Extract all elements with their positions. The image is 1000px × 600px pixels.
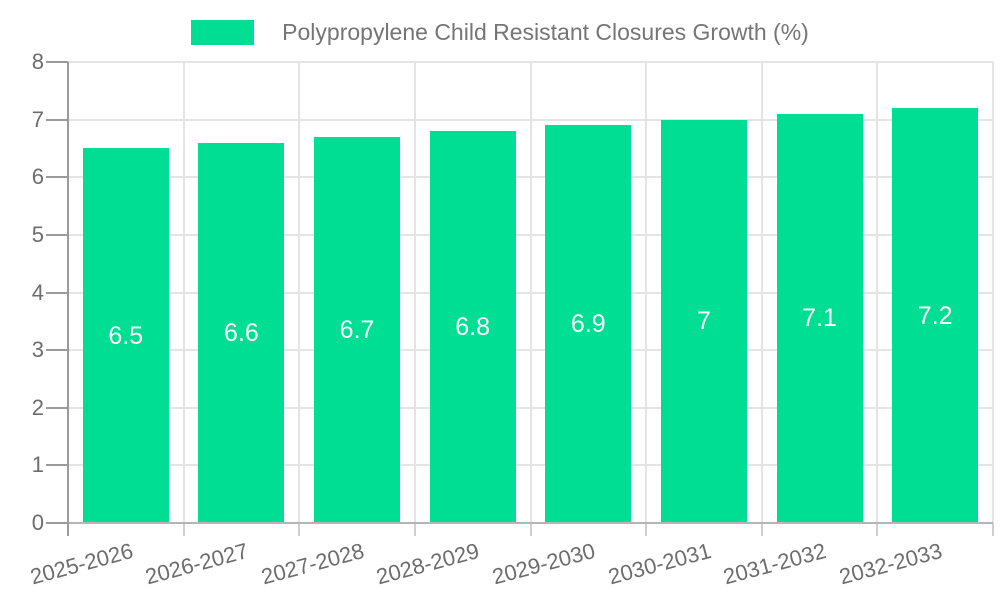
y-axis-line xyxy=(67,62,69,536)
bar xyxy=(776,113,863,523)
y-axis-tick-label: 5 xyxy=(31,221,44,247)
x-axis-category-label: 2030-2031 xyxy=(605,538,714,590)
y-axis-tick xyxy=(46,349,68,352)
x-axis-category-label: 2031-2032 xyxy=(720,538,830,590)
bar xyxy=(429,131,516,523)
x-axis-tick xyxy=(992,523,994,536)
y-axis-tick-label: 0 xyxy=(31,510,44,535)
bar-value-label: 6.8 xyxy=(455,313,491,342)
legend-label: Polypropylene Child Resistant Closures G… xyxy=(282,19,809,45)
y-axis-tick xyxy=(46,522,68,524)
x-axis-tick xyxy=(760,523,763,536)
legend-item[interactable]: Polypropylene Child Resistant Closures G… xyxy=(0,18,1000,46)
bar xyxy=(660,119,747,523)
x-axis-category-label: 2029-2030 xyxy=(489,538,598,590)
bar-value-label: 7 xyxy=(696,307,711,336)
y-axis-tick xyxy=(46,61,68,63)
x-axis-category-label: 2025-2026 xyxy=(27,538,136,590)
y-axis-tick xyxy=(46,176,68,179)
y-axis-tick-label: 4 xyxy=(31,279,44,305)
x-gridline xyxy=(413,62,416,523)
y-axis-tick-label: 8 xyxy=(31,49,44,74)
x-gridline xyxy=(182,62,185,523)
bar xyxy=(82,148,169,523)
x-axis-tick xyxy=(298,523,301,536)
legend-swatch-icon xyxy=(191,19,255,45)
x-axis-category-label: 2032-2033 xyxy=(836,538,945,590)
y-axis-tick xyxy=(46,118,68,121)
x-axis-category-label: 2028-2029 xyxy=(374,538,483,590)
x-axis-tick xyxy=(182,523,185,536)
bar-value-label: 6.5 xyxy=(108,321,144,350)
x-gridline xyxy=(645,62,648,523)
y-axis-tick xyxy=(46,291,68,294)
x-axis-category-label: 2026-2027 xyxy=(142,538,251,590)
x-gridline xyxy=(760,62,763,523)
y-axis-tick-label: 2 xyxy=(31,394,44,420)
y-axis-tick-label: 3 xyxy=(31,337,44,363)
bar xyxy=(545,125,632,523)
x-axis-tick xyxy=(529,523,532,536)
bar-value-label: 7.2 xyxy=(917,301,953,330)
x-axis-tick xyxy=(413,523,416,536)
x-gridline xyxy=(876,62,879,523)
bar-value-label: 7.1 xyxy=(802,304,837,333)
y-axis-tick-label: 1 xyxy=(31,452,44,478)
y-axis-tick-label: 7 xyxy=(31,106,44,132)
y-axis-tick xyxy=(46,233,68,236)
x-axis-tick xyxy=(645,523,648,536)
bar xyxy=(892,108,979,523)
x-axis-line xyxy=(68,522,993,524)
bar-value-label: 6.9 xyxy=(570,310,606,339)
bar xyxy=(314,136,401,523)
x-axis-category-label: 2027-2028 xyxy=(258,538,367,590)
x-gridline xyxy=(298,62,301,523)
bar-value-label: 6.6 xyxy=(224,318,259,347)
y-axis-tick xyxy=(46,406,68,409)
x-gridline xyxy=(992,62,994,523)
x-gridline xyxy=(529,62,532,523)
bar xyxy=(198,142,285,523)
y-axis-tick-label: 6 xyxy=(31,164,44,190)
y-axis-tick xyxy=(46,464,68,467)
bar-value-label: 6.7 xyxy=(339,315,375,344)
x-axis-tick xyxy=(876,523,879,536)
